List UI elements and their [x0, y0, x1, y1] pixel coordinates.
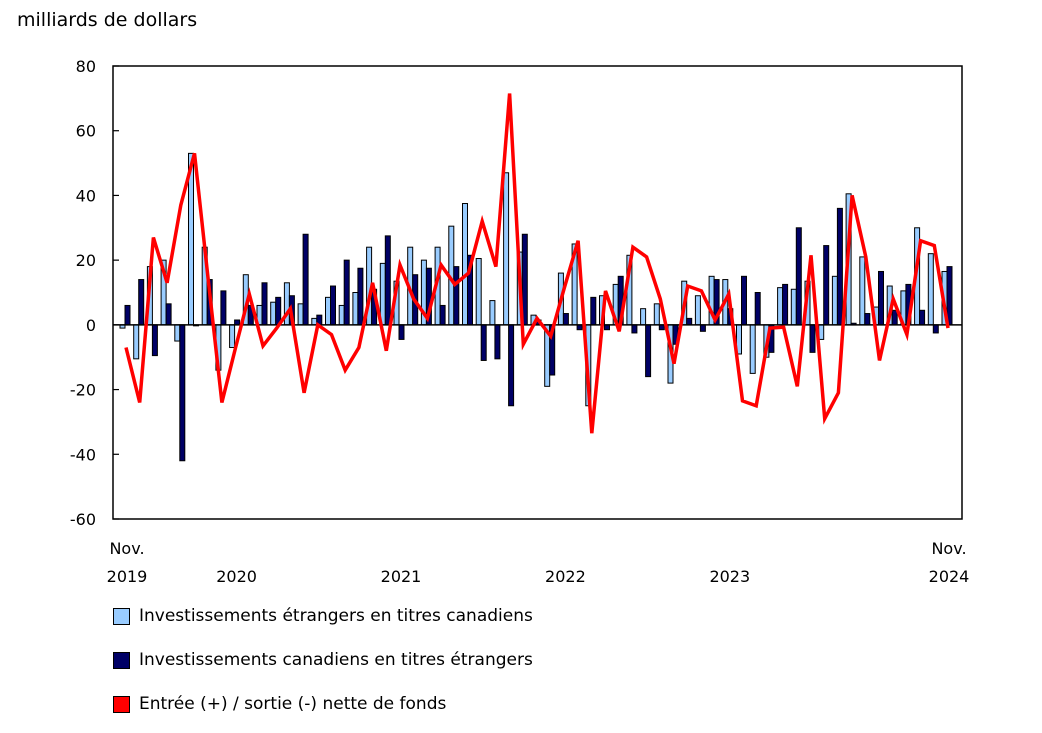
bar-canadian — [590, 296, 597, 326]
bar-canadian — [782, 283, 789, 326]
bar-foreign — [859, 256, 866, 326]
x-tick-label: Nov. — [109, 539, 144, 558]
bar-canadian — [165, 303, 172, 326]
x-tick-label: 2020 — [216, 567, 257, 586]
bar-canadian — [741, 275, 747, 326]
bar-canadian — [261, 282, 268, 326]
x-tick-label: 2024 — [929, 567, 970, 586]
bar-foreign — [489, 300, 496, 326]
y-tick-label: 60 — [76, 122, 96, 141]
legend-swatch-net-flow — [113, 695, 130, 713]
bar-canadian — [699, 324, 706, 332]
bar-canadian — [220, 290, 227, 326]
bar-canadian — [494, 324, 501, 360]
y-tick-label: -20 — [70, 381, 96, 400]
y-tick-label: 40 — [76, 186, 96, 205]
bar-canadian — [357, 267, 364, 326]
bar-canadian — [809, 324, 816, 353]
bar-canadian — [919, 309, 926, 326]
bar-foreign — [653, 303, 660, 326]
legend-label: Investissements canadiens en titres étra… — [139, 650, 533, 670]
legend-swatch-canadian — [113, 651, 130, 669]
bar-foreign — [475, 258, 482, 326]
bar-canadian — [398, 324, 405, 340]
bar-foreign — [270, 301, 277, 326]
bar-foreign — [174, 324, 181, 342]
bar-canadian — [302, 233, 309, 326]
bar-canadian — [124, 304, 131, 326]
bar-canadian — [754, 292, 761, 326]
net-flow-line — [124, 93, 950, 434]
bar-canadian — [480, 324, 487, 361]
bar-foreign — [133, 324, 140, 360]
bar-foreign — [462, 203, 468, 326]
bar-canadian — [453, 266, 460, 326]
bar-foreign — [640, 308, 647, 326]
x-tick-label: 2021 — [381, 567, 422, 586]
bar-foreign — [694, 295, 701, 326]
y-axis-unit-label: milliards de dollars — [17, 9, 198, 31]
y-tick-label: 20 — [76, 251, 96, 270]
bar-canadian — [384, 235, 391, 326]
bar-canadian — [508, 324, 515, 407]
y-tick-label: -60 — [70, 510, 96, 529]
bar-canadian — [330, 285, 336, 326]
legend-swatch-foreign — [113, 607, 130, 625]
bar-canadian — [891, 309, 898, 326]
bar-foreign — [311, 317, 318, 326]
legend-item-canadian: Investissements canadiens en titres étra… — [113, 650, 533, 670]
bar-canadian — [151, 324, 158, 357]
bar-foreign — [777, 287, 784, 326]
bar-foreign — [749, 324, 756, 374]
bar-foreign — [352, 292, 359, 326]
bar-canadian — [864, 313, 871, 326]
bar-canadian — [878, 270, 884, 326]
bar-canadian — [562, 313, 569, 326]
bar-foreign — [325, 296, 331, 326]
bar-canadian — [686, 317, 693, 326]
bar-canadian — [795, 227, 802, 326]
x-tick-label: 2019 — [107, 567, 148, 586]
bar-canadian — [179, 324, 186, 462]
legend-item-net-flow: Entrée (+) / sortie (-) nette de fonds — [113, 694, 446, 714]
bar-foreign — [790, 288, 797, 326]
y-tick-label: 0 — [86, 316, 96, 335]
bar-canadian — [836, 207, 843, 326]
bar-canadian — [823, 245, 830, 326]
bar-canadian — [645, 324, 652, 378]
bar-foreign — [379, 262, 386, 326]
x-tick-label: 2023 — [709, 567, 750, 586]
x-tick-label: 2022 — [545, 567, 586, 586]
legend-label: Entrée (+) / sortie (-) nette de fonds — [139, 694, 447, 714]
bar-canadian — [138, 279, 145, 326]
y-tick-label: -40 — [70, 445, 96, 464]
legend-label: Investissements étrangers en titres cana… — [139, 606, 533, 626]
bar-foreign — [503, 172, 510, 326]
legend-item-foreign: Investissements étrangers en titres cana… — [113, 606, 533, 626]
bar-canadian — [932, 324, 939, 334]
bar-foreign — [927, 253, 934, 326]
bar-canadian — [631, 324, 638, 334]
bar-foreign — [338, 304, 345, 326]
bar-foreign — [831, 275, 838, 326]
x-tick-label: Nov. — [931, 539, 966, 558]
bar-canadian — [439, 304, 446, 326]
plot-area — [112, 65, 963, 520]
bar-foreign — [297, 303, 304, 326]
bar-foreign — [229, 324, 236, 349]
bar-canadian — [343, 259, 350, 326]
y-tick-label: 80 — [76, 57, 96, 76]
